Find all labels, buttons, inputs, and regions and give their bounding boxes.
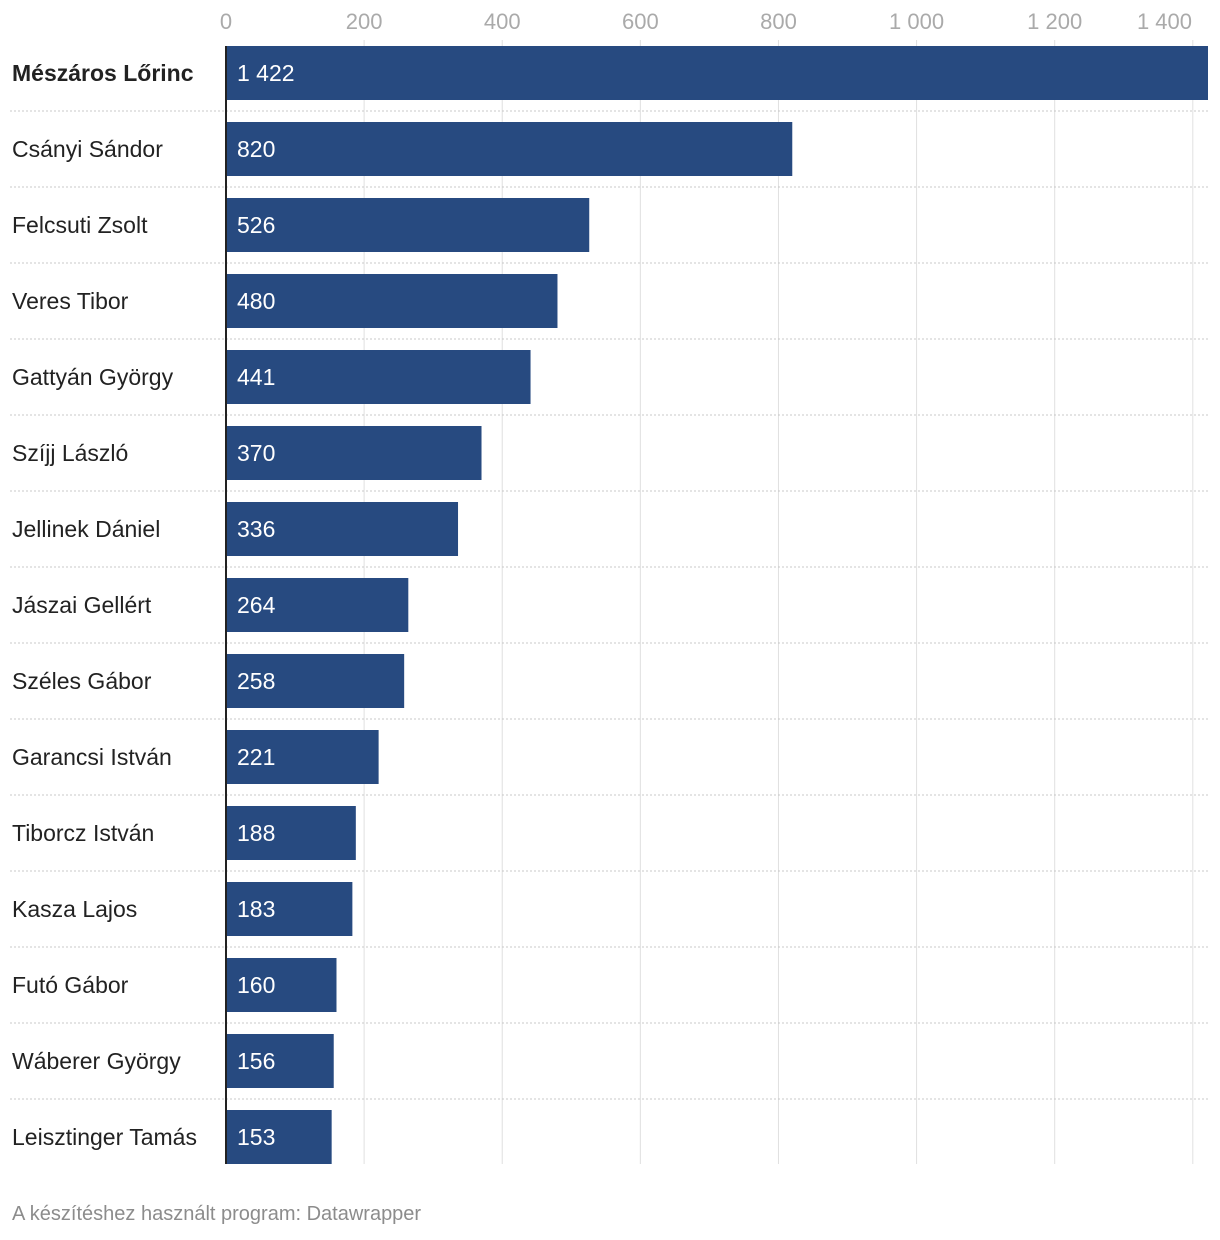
value-label: 221 (237, 744, 275, 770)
x-tick-label: 800 (760, 9, 797, 34)
category-label: Gattyán György (12, 364, 174, 390)
category-label: Garancsi István (12, 744, 172, 770)
value-label: 820 (237, 136, 275, 162)
bar (226, 274, 558, 328)
value-label: 153 (237, 1124, 275, 1150)
bar (226, 46, 1208, 100)
x-tick-label: 1 200 (1027, 9, 1082, 34)
value-label: 264 (237, 592, 276, 618)
value-label: 183 (237, 896, 275, 922)
category-label: Veres Tibor (12, 288, 129, 314)
category-label: Csányi Sándor (12, 136, 163, 162)
x-tick-label: 1 000 (889, 9, 944, 34)
value-label: 480 (237, 288, 275, 314)
category-label: Szíjj László (12, 440, 128, 466)
x-tick-label: 0 (220, 9, 232, 34)
bar (226, 578, 409, 632)
x-axis-ticks: 0 200 400 600 800 1 000 1 200 1 400 (220, 9, 1192, 34)
value-label: 160 (237, 972, 275, 998)
category-label: Jászai Gellért (12, 592, 152, 618)
value-label: 156 (237, 1048, 275, 1074)
value-label: 188 (237, 820, 275, 846)
category-label: Leisztinger Tamás (12, 1124, 197, 1150)
bar (226, 806, 356, 860)
x-tick-label: 1 400 (1137, 9, 1192, 34)
x-tick-label: 600 (622, 9, 659, 34)
row-separators (10, 110, 1208, 1100)
value-label: 526 (237, 212, 275, 238)
bar (226, 198, 590, 252)
category-label: Tiborcz István (12, 820, 154, 846)
category-label: Széles Gábor (12, 668, 152, 694)
value-label: 441 (237, 364, 275, 390)
bar (226, 426, 482, 480)
bar (226, 350, 531, 404)
bar (226, 1110, 332, 1164)
category-label: Felcsuti Zsolt (12, 212, 148, 238)
category-label: Wáberer György (12, 1048, 181, 1074)
bar (226, 730, 379, 784)
source-credit: A készítéshez használt program: Datawrap… (12, 1203, 422, 1225)
bar-chart: 1 422 820 526 480 441 370 336 264 258 221 188 183 16… (10, 9, 1208, 1164)
bars: 1 422 820 526 480 441 370 336 264 258 221 188 183 16… (226, 46, 1208, 1164)
bar (226, 1034, 334, 1088)
category-label: Futó Gábor (12, 972, 129, 998)
category-label: Jellinek Dániel (12, 516, 160, 542)
x-tick-label: 200 (346, 9, 383, 34)
value-label: 370 (237, 440, 275, 466)
value-label: 336 (237, 516, 275, 542)
bar (226, 882, 353, 936)
value-label: 258 (237, 668, 275, 694)
x-tick-label: 400 (484, 9, 521, 34)
bar (226, 654, 405, 708)
bar (226, 958, 337, 1012)
bar (226, 502, 459, 556)
bar (226, 122, 793, 176)
value-label: 1 422 (237, 60, 295, 86)
category-label: Kasza Lajos (12, 896, 137, 922)
category-label: Mészáros Lőrinc (12, 60, 194, 86)
category-labels: Mészáros Lőrinc Csányi Sándor Felcsuti Zso… (12, 60, 197, 1150)
